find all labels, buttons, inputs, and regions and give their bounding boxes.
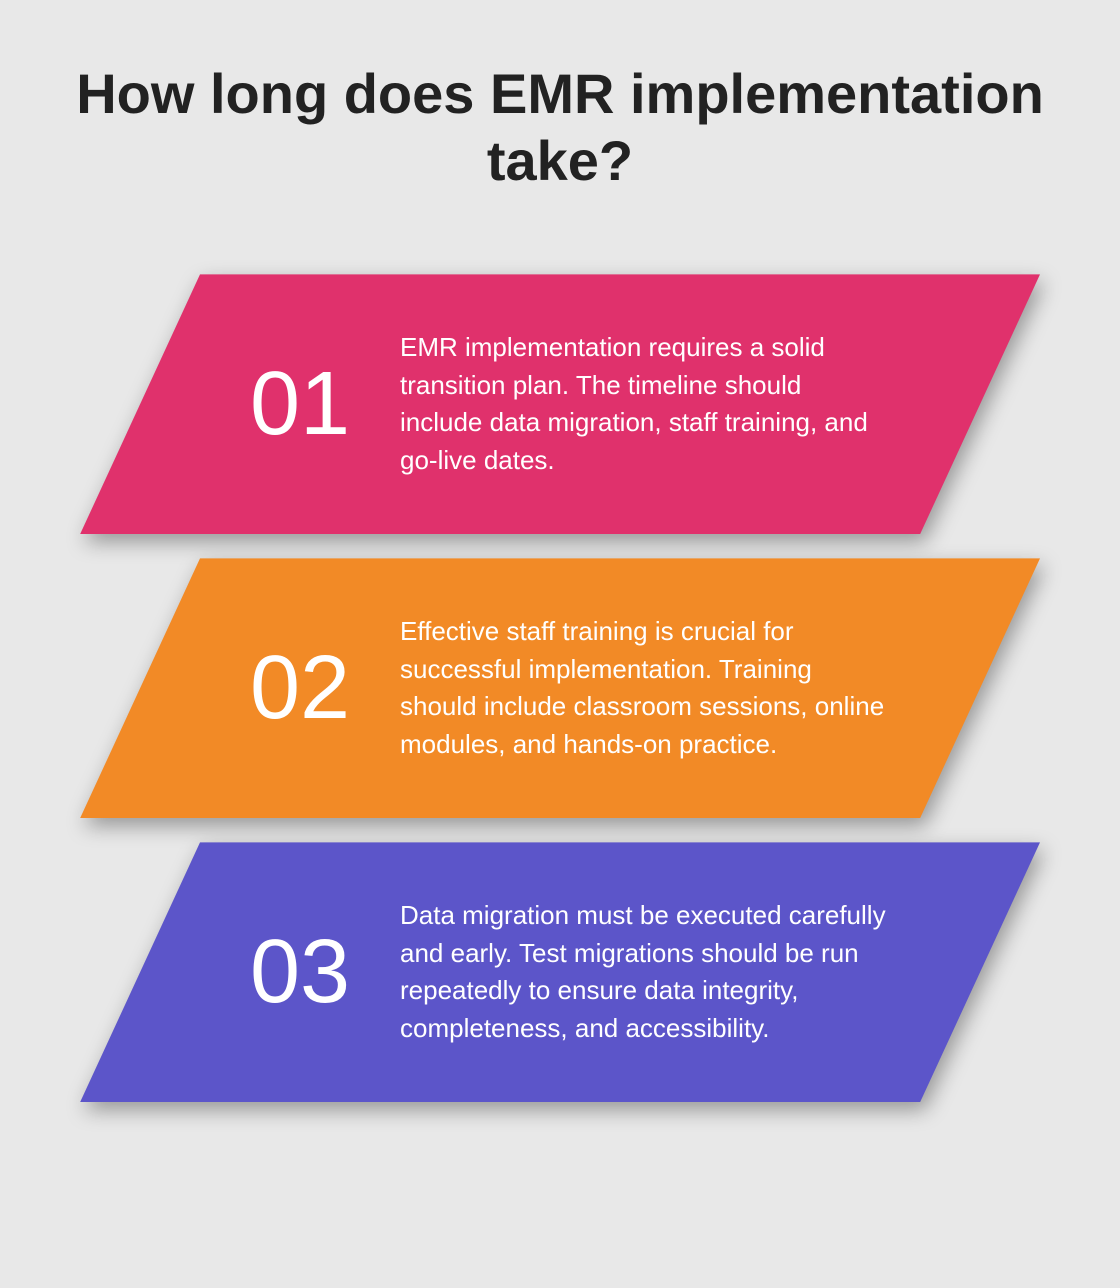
item-number: 02 xyxy=(220,637,380,740)
items-list: 01 EMR implementation requires a solid t… xyxy=(60,274,1060,1102)
item-text: Effective staff training is crucial for … xyxy=(380,613,950,764)
infographic-container: How long does EMR implementation take? 0… xyxy=(0,0,1120,1288)
item-text: EMR implementation requires a solid tran… xyxy=(380,329,950,480)
page-title: How long does EMR implementation take? xyxy=(60,60,1060,194)
list-item: 02 Effective staff training is crucial f… xyxy=(80,558,1040,818)
item-text: Data migration must be executed carefull… xyxy=(380,897,950,1048)
parallelogram-panel: 02 Effective staff training is crucial f… xyxy=(80,558,1040,818)
list-item: 01 EMR implementation requires a solid t… xyxy=(80,274,1040,534)
item-number: 03 xyxy=(220,921,380,1024)
parallelogram-panel: 03 Data migration must be executed caref… xyxy=(80,842,1040,1102)
list-item: 03 Data migration must be executed caref… xyxy=(80,842,1040,1102)
item-number: 01 xyxy=(220,353,380,456)
parallelogram-panel: 01 EMR implementation requires a solid t… xyxy=(80,274,1040,534)
